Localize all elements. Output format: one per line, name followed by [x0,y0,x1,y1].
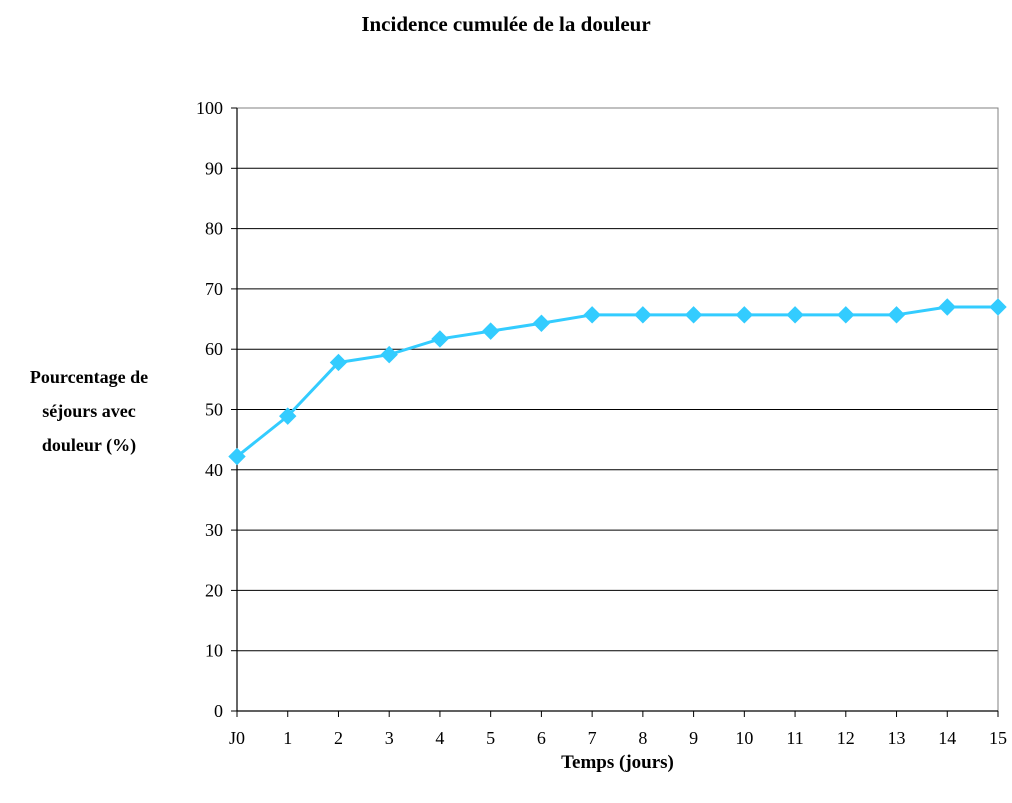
x-tick-labels: J0 1 2 3 4 5 6 7 8 9 10 11 12 13 14 15 [229,728,1007,748]
x-tick-label-8: 8 [638,728,647,748]
data-point-5 [481,322,500,340]
data-point-9 [684,306,703,324]
y-tick-label-0: 0 [214,701,223,721]
data-point-8 [634,306,652,324]
y-tick-label-60: 60 [205,339,223,359]
data-point-15 [989,298,1007,316]
x-tick-label-11: 11 [786,728,803,748]
data-point-1 [279,407,297,425]
y-tick-label-20: 20 [205,580,223,600]
data-point-6 [532,314,551,332]
chart-title: Incidence cumulée de la douleur [361,12,651,36]
x-tick-label-12: 12 [837,728,855,748]
y-tick-label-30: 30 [205,520,223,540]
data-point-7 [583,306,601,324]
data-point-10 [735,306,754,324]
y-axis-label-line: douleur (%) [41,435,137,455]
y-tick-label-90: 90 [205,158,223,178]
y-tick-labels: 0 10 20 30 40 50 60 70 80 90 100 [196,98,223,721]
x-tick-label-7: 7 [588,728,597,748]
x-tick-label-14: 14 [938,728,956,748]
gridlines [237,107,998,652]
y-tick-label-100: 100 [196,98,223,118]
x-tick-label-J0: J0 [229,728,245,748]
y-axis-label-line: Pourcentage de [29,367,149,387]
data-point-12 [837,306,855,324]
data-point-J0 [228,447,246,466]
x-tick-label-5: 5 [486,728,495,748]
x-tick-label-4: 4 [435,728,444,748]
x-tick-label-15: 15 [989,728,1007,748]
x-tick-label-6: 6 [537,728,546,748]
y-tick-label-40: 40 [205,460,223,480]
x-tick-label-2: 2 [334,728,343,748]
x-tick-label-1: 1 [283,728,292,748]
y-tick-label-10: 10 [205,641,223,661]
y-axis-label-line: séjours avec [42,401,136,421]
data-point-13 [887,306,906,324]
data-point-4 [431,330,449,348]
y-tick-label-80: 80 [205,219,223,239]
x-tick-label-3: 3 [385,728,394,748]
data-point-3 [380,345,398,364]
x-tick-label-13: 13 [888,728,906,748]
x-axis-label: Temps (jours) [561,752,674,773]
data-point-11 [786,306,804,324]
series-line [236,305,998,458]
data-series [228,298,1007,466]
y-tick-label-50: 50 [205,400,223,420]
data-point-2 [329,353,348,372]
axes [231,107,999,717]
x-tick-label-9: 9 [689,728,698,748]
y-axis-label: Pourcentage de séjours avec douleur (%) [0,360,178,462]
x-tick-label-10: 10 [735,728,753,748]
y-tick-label-70: 70 [205,279,223,299]
data-point-14 [938,298,956,316]
